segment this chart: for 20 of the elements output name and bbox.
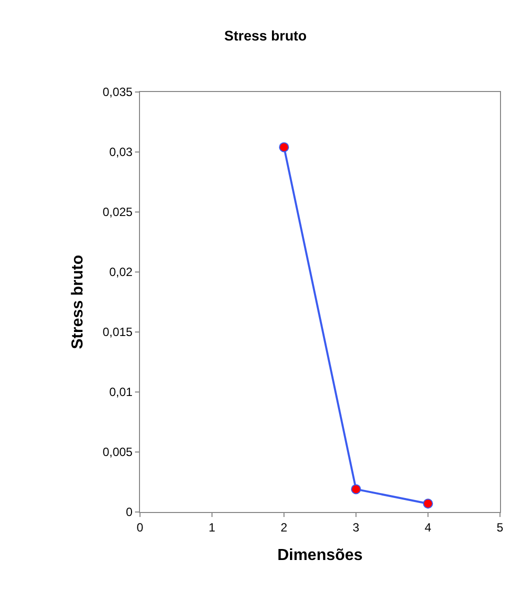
chart-title: Stress bruto	[224, 27, 307, 44]
y-tick-label: 0,005	[102, 445, 133, 460]
x-tick-label: 2	[280, 520, 288, 534]
y-tick-label: 0,025	[102, 205, 133, 220]
y-tick-label: 0,03	[109, 145, 133, 160]
y-tick-label: 0,02	[109, 265, 133, 280]
x-tick-label: 3	[352, 520, 360, 534]
y-tick-label: 0,035	[102, 85, 133, 100]
x-tick-label: 0	[136, 520, 144, 534]
y-axis-title: Stress bruto	[69, 254, 86, 350]
y-tick-label: 0	[126, 505, 133, 520]
x-tick-label: 5	[496, 520, 504, 534]
point	[351, 484, 361, 494]
x-tick-label: 1	[208, 520, 216, 534]
x-axis-title: Dimensões	[277, 547, 363, 564]
y-tick-label: 0,015	[102, 325, 133, 340]
x-tick-label: 4	[424, 520, 432, 534]
y-tick-label: 0,01	[109, 385, 133, 400]
point	[423, 498, 433, 509]
point	[279, 142, 289, 152]
